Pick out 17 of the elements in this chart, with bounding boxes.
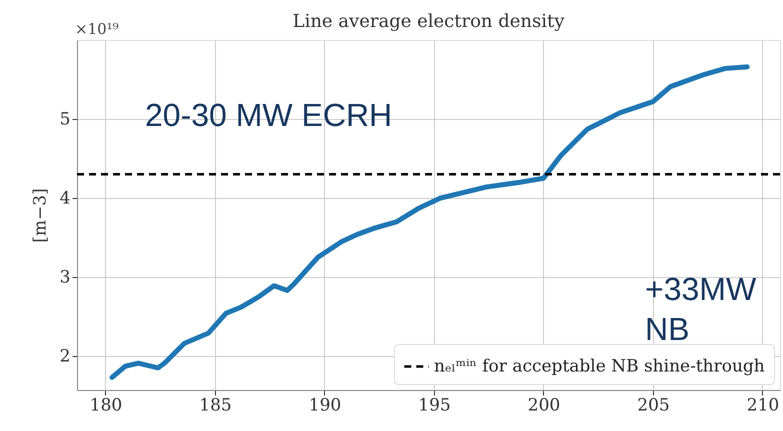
annotation: 20-30 MW ECRH	[145, 97, 392, 133]
x-tick-label: 195	[418, 396, 451, 416]
y-tick-label: 2	[60, 346, 70, 367]
y-tick-label: 3	[60, 268, 70, 288]
x-tick-label: 200	[528, 396, 560, 416]
x-tick-label: 185	[199, 396, 232, 416]
y-axis-title: [m−3]	[30, 188, 51, 243]
legend-label: nₑₗᵐⁱⁿ for acceptable NB shine-through	[434, 356, 765, 376]
x-tick-label: 180	[90, 396, 122, 416]
x-tick-label: 205	[637, 396, 670, 416]
chart-title: Line average electron density	[292, 11, 566, 32]
x-tick-label: 210	[746, 396, 780, 416]
y-tick-label: 4	[60, 188, 70, 209]
annotation: +33MW NB	[645, 271, 757, 347]
x-tick-label: 190	[308, 396, 342, 416]
y-tick-label: 5	[60, 110, 70, 130]
text: ×10¹⁹	[75, 20, 119, 38]
